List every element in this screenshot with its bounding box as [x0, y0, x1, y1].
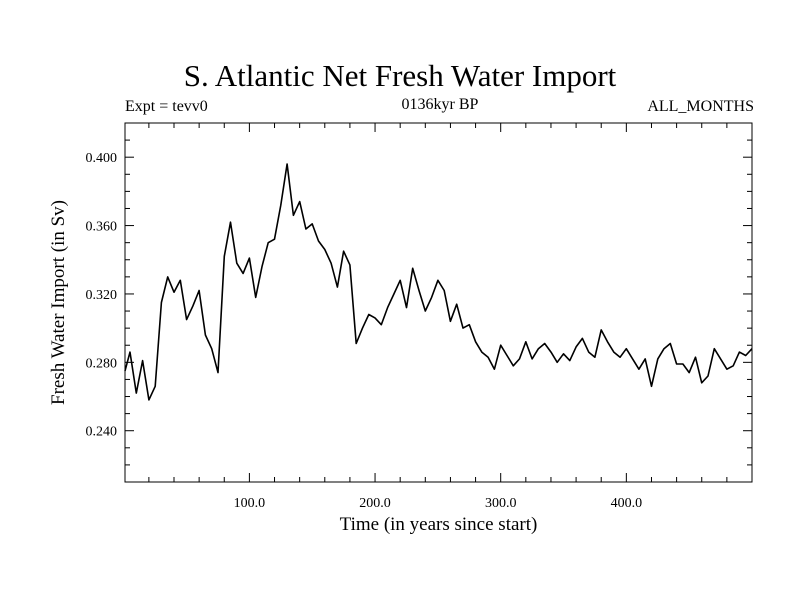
tick-labels: 100.0 200.0 300.0 400.0 0.240 0.280 0.320 0.360…: [86, 151, 643, 511]
x-tick-label: 400.0: [611, 496, 643, 511]
x-axis-label: Time (in years since start): [340, 514, 538, 535]
chart-title: S. Atlantic Net Fresh Water Import: [183, 58, 617, 93]
y-tick-label: 0.320: [86, 288, 118, 303]
period-label: 0136kyr BP: [401, 96, 479, 113]
months-label: ALL_MONTHS: [647, 98, 754, 115]
plot-frame: [124, 122, 753, 483]
x-tick-label: 300.0: [485, 496, 517, 511]
y-tick-label: 0.280: [86, 356, 118, 371]
y-tick-label: 0.360: [86, 220, 118, 235]
y-axis-label: Fresh Water Import (in Sv): [48, 200, 69, 405]
x-tick-label: 200.0: [359, 496, 391, 511]
y-tick-label: 0.400: [86, 151, 118, 166]
experiment-label: Expt = tevv0: [125, 98, 208, 115]
axis-ticks: [125, 123, 752, 482]
x-tick-label: 100.0: [234, 496, 266, 511]
series-line: [124, 163, 753, 401]
y-tick-label: 0.240: [86, 425, 118, 440]
